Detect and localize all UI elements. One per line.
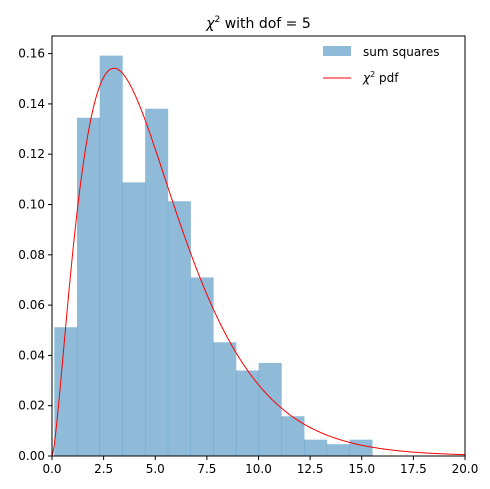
histogram-bar	[54, 327, 78, 456]
histogram-bar	[190, 277, 214, 456]
histogram-bar	[349, 439, 373, 456]
legend-label-pdf-superscript: 2	[370, 70, 375, 79]
x-axis-ticks: 0.0 2.5 5.0 7.5 10.0 12.5 15.0 17.5 20.0	[42, 456, 478, 476]
legend-label-pdf: χ2 pdf	[362, 70, 399, 85]
chi2-pdf-line	[51, 67, 466, 457]
x-tick-label: 10.0	[245, 462, 272, 476]
chart-title: χ2 with dof = 5	[205, 15, 311, 32]
x-tick-label: 0.0	[42, 462, 61, 476]
x-tick-label: 15.0	[348, 462, 375, 476]
x-tick-label: 20.0	[452, 462, 479, 476]
x-tick-label: 12.5	[297, 462, 324, 476]
x-tick-label: 5.0	[146, 462, 165, 476]
chart-title-suffix: with dof = 5	[220, 16, 311, 32]
histogram-bar	[326, 444, 350, 456]
x-tick-label: 7.5	[197, 462, 216, 476]
histogram-bar	[213, 342, 237, 456]
legend-swatch-hist	[323, 46, 351, 56]
y-tick-label: 0.06	[18, 298, 45, 312]
legend-label-pdf-suffix: pdf	[375, 71, 399, 85]
histogram-bar	[99, 55, 123, 457]
y-tick-label: 0.16	[18, 47, 45, 61]
chart-title-prefix: χ	[205, 16, 215, 32]
y-tick-label: 0.08	[18, 248, 45, 262]
histogram-bar	[258, 362, 282, 456]
y-tick-label: 0.12	[18, 147, 45, 161]
plot-frame	[51, 35, 466, 457]
legend-label-hist: sum squares	[363, 45, 440, 59]
histogram-bar	[122, 182, 146, 456]
histogram-bar	[281, 416, 305, 456]
legend: sum squares χ2 pdf	[323, 45, 440, 85]
y-tick-label: 0.04	[18, 348, 45, 362]
legend-label-pdf-prefix: χ	[362, 71, 371, 85]
x-tick-label: 17.5	[400, 462, 427, 476]
y-tick-label: 0.02	[18, 399, 45, 413]
histogram-bar	[145, 108, 169, 457]
histogram-bar	[167, 201, 191, 456]
y-tick-label: 0.00	[18, 449, 45, 463]
histogram-bar	[235, 370, 260, 456]
y-tick-label: 0.14	[18, 97, 45, 111]
histogram-bar	[76, 117, 101, 457]
histogram-bars	[54, 55, 373, 457]
x-tick-label: 2.5	[94, 462, 113, 476]
histogram-bar	[304, 439, 328, 456]
chart-title-superscript: 2	[215, 15, 221, 25]
y-axis-ticks: 0.00 0.02 0.04 0.06 0.08 0.10 0.12 0.14 0.16	[18, 47, 52, 463]
y-tick-label: 0.10	[18, 198, 45, 212]
